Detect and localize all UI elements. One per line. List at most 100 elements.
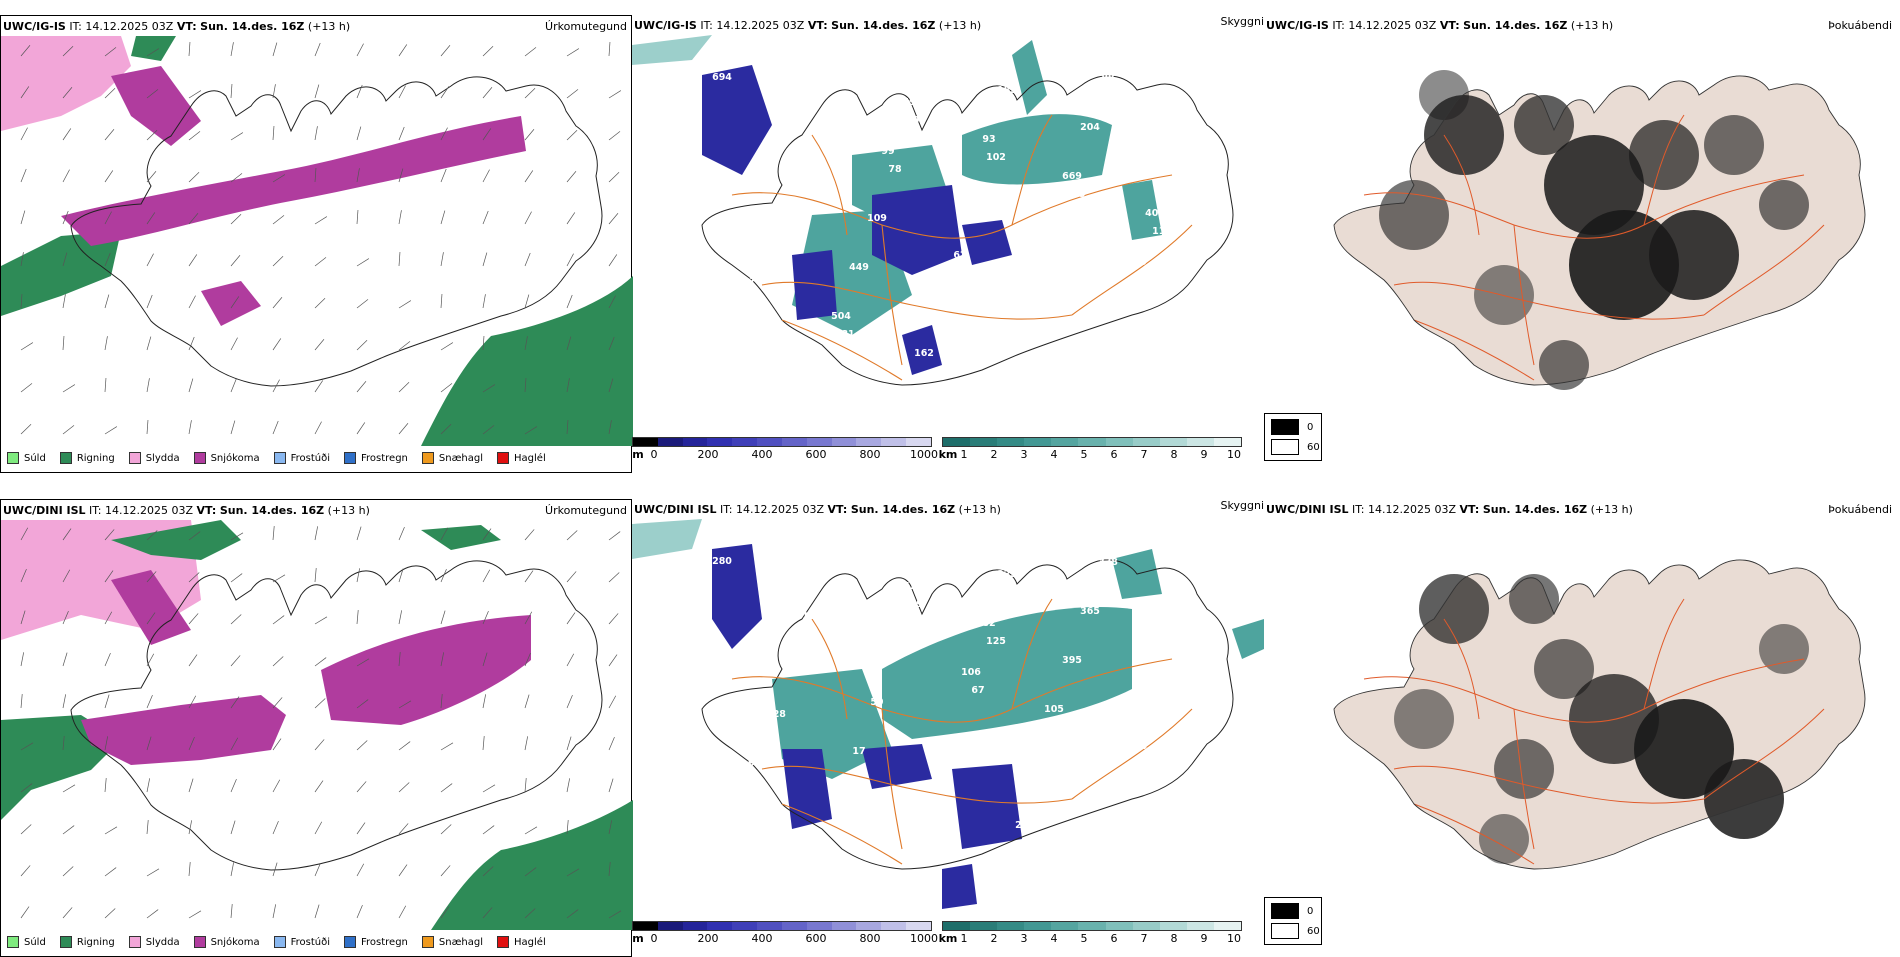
station-label: 140 — [719, 845, 739, 856]
title-valid: Sun. 14.des. 16Z — [219, 504, 325, 517]
wind-barb — [608, 295, 616, 309]
wind-barb — [230, 214, 242, 225]
road — [1363, 658, 1805, 723]
colorbar-step — [1051, 438, 1079, 446]
fog-legend: 0 60 — [1264, 413, 1322, 461]
wind-barb — [230, 614, 242, 625]
wind-barb — [356, 699, 369, 709]
wind-barb — [314, 821, 323, 835]
precip-legend-item: Haglél — [497, 936, 546, 948]
wind-barb — [62, 252, 68, 267]
wind-barb — [482, 252, 488, 267]
wind-barb — [314, 657, 327, 667]
wind-barb — [314, 568, 317, 583]
colorbar-tick: 0 — [650, 932, 658, 945]
wind-barb — [398, 252, 401, 267]
colorbar-tick: 400 — [751, 932, 773, 945]
wind-barb — [104, 47, 117, 57]
wind-barb — [482, 169, 490, 183]
wind-barb — [146, 171, 157, 183]
colorbar-tick: 3 — [1020, 448, 1028, 461]
wind-barb — [440, 168, 447, 183]
wind-barb — [482, 610, 489, 625]
visibility-panel: UWC/IG-IS IT: 14.12.2025 03Z VT: Sun. 14… — [632, 15, 1264, 473]
wind-barb — [314, 380, 324, 393]
low-cloud-area — [702, 65, 772, 175]
low-cloud-area — [952, 764, 1022, 849]
road — [1643, 114, 1685, 226]
wind-barb — [482, 46, 494, 57]
wind-barb — [524, 778, 527, 793]
fog-value-0: 0 — [1307, 421, 1314, 433]
wind-barb — [104, 694, 110, 709]
colorbar-step — [1024, 922, 1052, 930]
wind-barb — [608, 910, 622, 919]
road — [1393, 281, 1705, 320]
fog-patch — [1534, 639, 1594, 699]
wind-barb — [20, 568, 27, 583]
precip-area — [61, 116, 526, 246]
wind-barb — [146, 420, 149, 435]
fog-patch — [1704, 759, 1784, 839]
wind-barb — [398, 823, 409, 835]
station-label: 99 — [1119, 324, 1132, 335]
wind-barb — [20, 383, 33, 393]
colorbar-step — [1159, 438, 1187, 446]
visibility-panel: UWC/DINI ISL IT: 14.12.2025 03Z VT: Sun.… — [632, 499, 1264, 957]
wind-barb — [608, 213, 619, 225]
wind-barb — [20, 210, 26, 225]
station-label: 88 — [1101, 73, 1115, 84]
wind-barb — [188, 172, 200, 183]
title-model: UWC/IG-IS — [634, 19, 697, 32]
legend-swatch — [59, 936, 72, 948]
wind-barb — [314, 421, 322, 435]
colorbar-step — [1186, 922, 1214, 930]
wind-barb — [146, 89, 159, 99]
wind-barb — [482, 736, 485, 751]
wind-barb — [104, 252, 111, 267]
precip-area — [111, 66, 201, 146]
colorbar-step — [881, 438, 907, 446]
fog-swatch-0 — [1271, 419, 1299, 435]
legend-swatch — [421, 936, 434, 948]
station-label: 129 — [903, 599, 923, 610]
precip-legend-item: Frostregn — [344, 936, 408, 948]
wind-barb — [566, 48, 580, 57]
wind-barb — [272, 656, 284, 667]
low-cloud-area — [712, 544, 762, 649]
title-model: UWC/DINI ISL — [1266, 503, 1349, 516]
wind-barb — [104, 529, 115, 541]
wind-barb — [272, 904, 277, 919]
wind-barb — [146, 378, 150, 393]
precip-legend-item: Snæhagl — [421, 936, 483, 948]
wind-barb — [146, 868, 160, 877]
low-cloud-area — [872, 185, 962, 275]
fog-patch — [1379, 180, 1449, 250]
wind-barb — [524, 611, 533, 625]
wind-barb — [440, 906, 450, 919]
colorbar-tick: 6 — [1110, 932, 1118, 945]
wind-barb — [230, 173, 243, 183]
wind-barb — [188, 613, 199, 625]
station-label: 52 — [787, 176, 800, 187]
station-label: 59 — [870, 697, 883, 708]
wind-barb — [482, 528, 492, 541]
wind-barb — [314, 862, 321, 877]
wind-barb — [188, 254, 198, 267]
wind-barb — [440, 783, 453, 793]
legend-label: Frostúði — [290, 936, 330, 948]
colorbar-tick: 6 — [1110, 448, 1118, 461]
road — [811, 134, 848, 236]
station-label: 101 — [1044, 220, 1064, 231]
wind-barb — [188, 378, 194, 393]
title-valid: Sun. 14.des. 16Z — [1463, 19, 1568, 32]
colorbar-tick: 7 — [1140, 932, 1148, 945]
colorbar-step — [906, 438, 931, 446]
wind-barb — [398, 44, 408, 57]
precip-legend-item: Slydda — [128, 452, 180, 464]
wind-barb — [524, 736, 529, 751]
wind-barb — [566, 612, 576, 625]
station-label: 89 — [1054, 238, 1067, 249]
legend-swatch — [344, 936, 356, 948]
legend-label: Rigning — [76, 936, 115, 948]
